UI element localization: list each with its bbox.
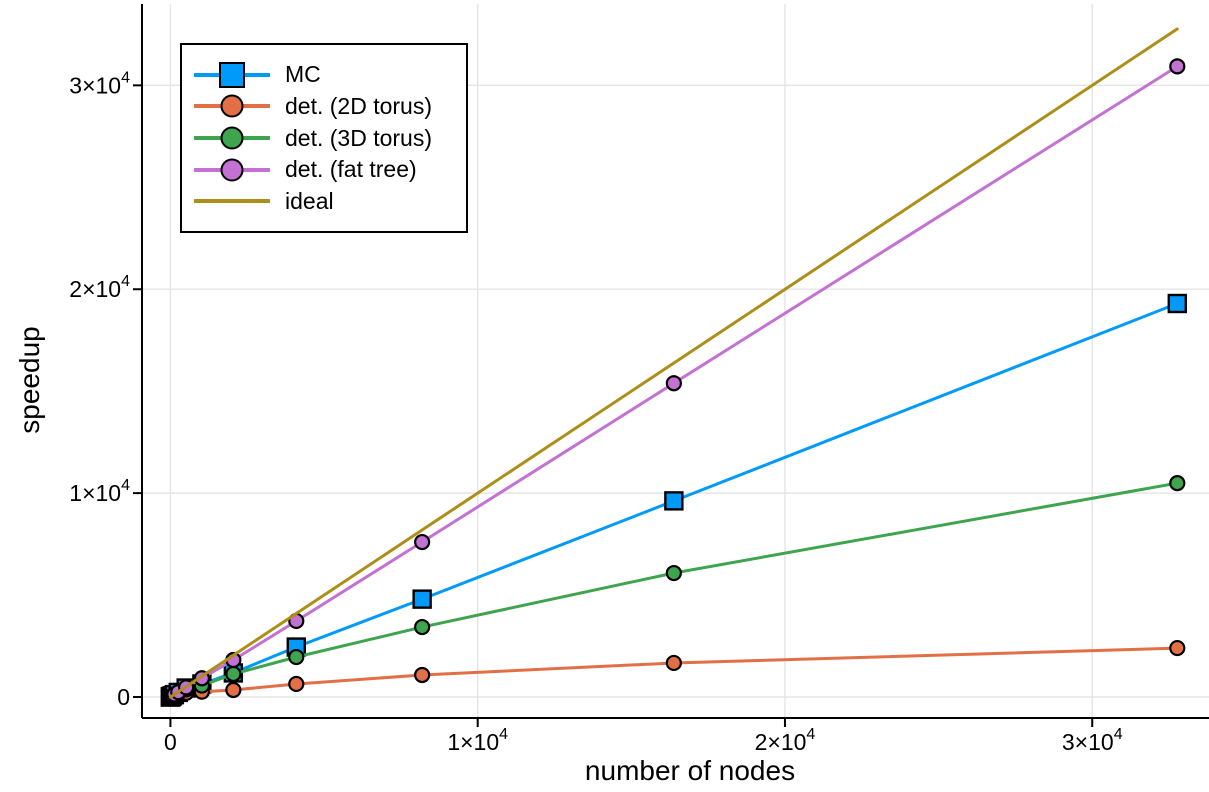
data-point-circle — [665, 375, 682, 392]
legend-label: det. (2D torus) — [285, 92, 432, 119]
legend-label: MC — [285, 61, 321, 88]
y-axis-label: speedup — [14, 326, 45, 434]
legend-item-4: ideal — [194, 185, 456, 217]
x-tick-label: 3×104 — [1062, 726, 1123, 755]
legend-label: det. (3D torus) — [285, 124, 432, 151]
legend-swatch — [194, 124, 270, 152]
data-point-circle — [414, 666, 431, 684]
legend-marker-circle-icon — [220, 158, 244, 182]
data-point-circle — [1169, 58, 1186, 75]
legend-item-2: det. (3D torus) — [194, 122, 456, 154]
y-tick-label: 0 — [117, 684, 130, 710]
data-point-circle — [225, 665, 242, 683]
x-axis-label: number of nodes — [584, 755, 796, 786]
legend-item-0: MC — [194, 59, 456, 91]
legend-marker-square-icon — [219, 61, 245, 88]
legend-marker-circle-icon — [220, 94, 244, 118]
y-tick-label: 2×104 — [69, 273, 130, 302]
legend-marker-circle-icon — [220, 126, 244, 150]
x-tick-label: 1×104 — [447, 726, 508, 755]
legend-swatch — [194, 92, 270, 120]
legend-swatch — [194, 156, 270, 184]
legend-item-1: det. (2D torus) — [194, 91, 456, 123]
legend-label: det. (fat tree) — [285, 156, 417, 183]
y-tick-label: 1×104 — [69, 477, 130, 506]
legend-swatch — [194, 187, 270, 215]
series-line-4 — [169, 27, 1179, 699]
x-tick-label: 2×104 — [755, 726, 816, 755]
data-point-circle — [665, 654, 682, 672]
legend-swatch — [194, 61, 270, 89]
data-point-circle — [225, 681, 242, 699]
x-tick-label: 0 — [164, 729, 177, 755]
data-point-circle — [288, 648, 305, 666]
data-point-circle — [288, 675, 305, 693]
data-point-circle — [414, 533, 431, 551]
data-point-circle — [1169, 475, 1186, 492]
data-point-square — [1167, 293, 1187, 314]
y-tick-label: 3×104 — [69, 69, 130, 98]
data-point-square — [412, 589, 432, 609]
data-point-square — [664, 491, 684, 511]
legend-line-icon — [194, 199, 270, 204]
data-point-circle — [414, 618, 431, 636]
legend-item-3: det. (fat tree) — [194, 154, 456, 186]
data-point-circle — [665, 564, 682, 582]
legend-label: ideal — [285, 187, 334, 214]
data-point-circle — [1169, 639, 1186, 657]
legend: MC det. (2D torus) det. (3D torus) det. (fa… — [180, 43, 468, 233]
